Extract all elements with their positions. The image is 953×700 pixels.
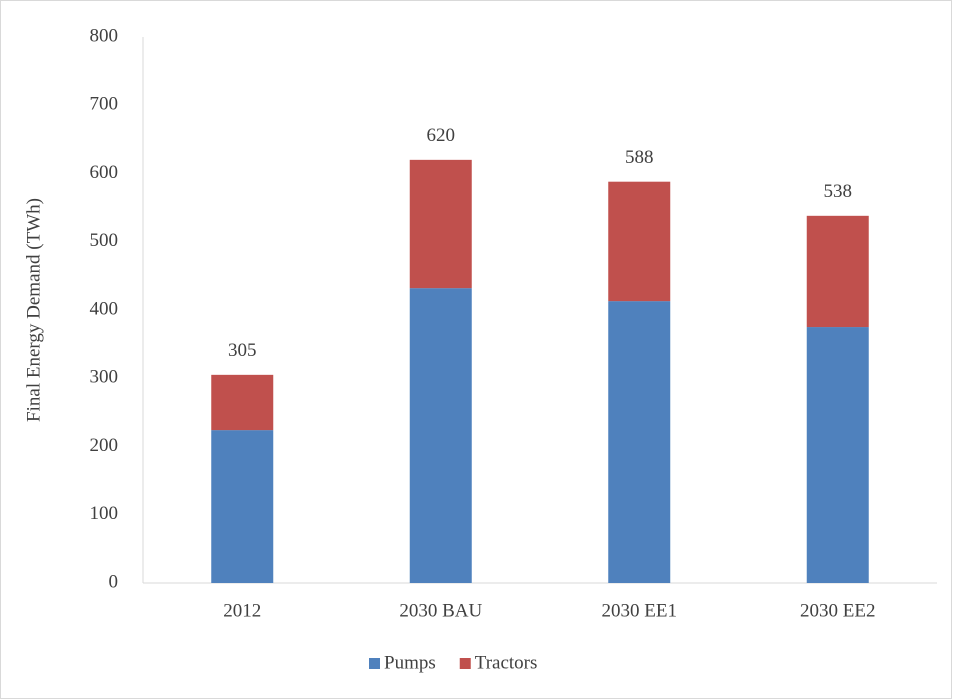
total-label: 305 <box>228 340 257 361</box>
x-tick-label: 2030 EE2 <box>800 600 875 621</box>
bar-segment <box>608 181 671 302</box>
legend-swatch <box>369 658 380 669</box>
y-tick-label: 200 <box>90 435 119 456</box>
y-tick-label: 100 <box>90 503 119 524</box>
y-tick-label: 400 <box>90 298 119 319</box>
total-label: 588 <box>625 147 654 168</box>
y-tick-label: 300 <box>90 367 119 388</box>
legend-label: Pumps <box>384 652 436 673</box>
bar-segment <box>211 430 274 583</box>
bar-segment <box>211 374 274 431</box>
y-tick-label: 800 <box>90 25 119 46</box>
y-tick-label: 0 <box>109 571 119 592</box>
y-tick-label: 700 <box>90 94 119 115</box>
x-tick-label: 2030 BAU <box>399 600 482 621</box>
bar-segment <box>409 159 472 289</box>
bar-segment <box>806 327 869 583</box>
bar-segment <box>608 301 671 583</box>
bar-segment <box>409 288 472 583</box>
bar-segment <box>806 215 869 328</box>
y-axis-label: Final Energy Demand (TWh) <box>23 198 44 422</box>
legend-label: Tractors <box>475 652 538 673</box>
total-label: 620 <box>427 125 456 146</box>
total-label: 538 <box>824 181 853 202</box>
legend-swatch <box>459 658 471 669</box>
y-tick-label: 600 <box>90 162 119 183</box>
x-tick-label: 2012 <box>223 600 261 621</box>
x-tick-label: 2030 EE1 <box>602 600 677 621</box>
y-tick-label: 500 <box>90 230 119 251</box>
